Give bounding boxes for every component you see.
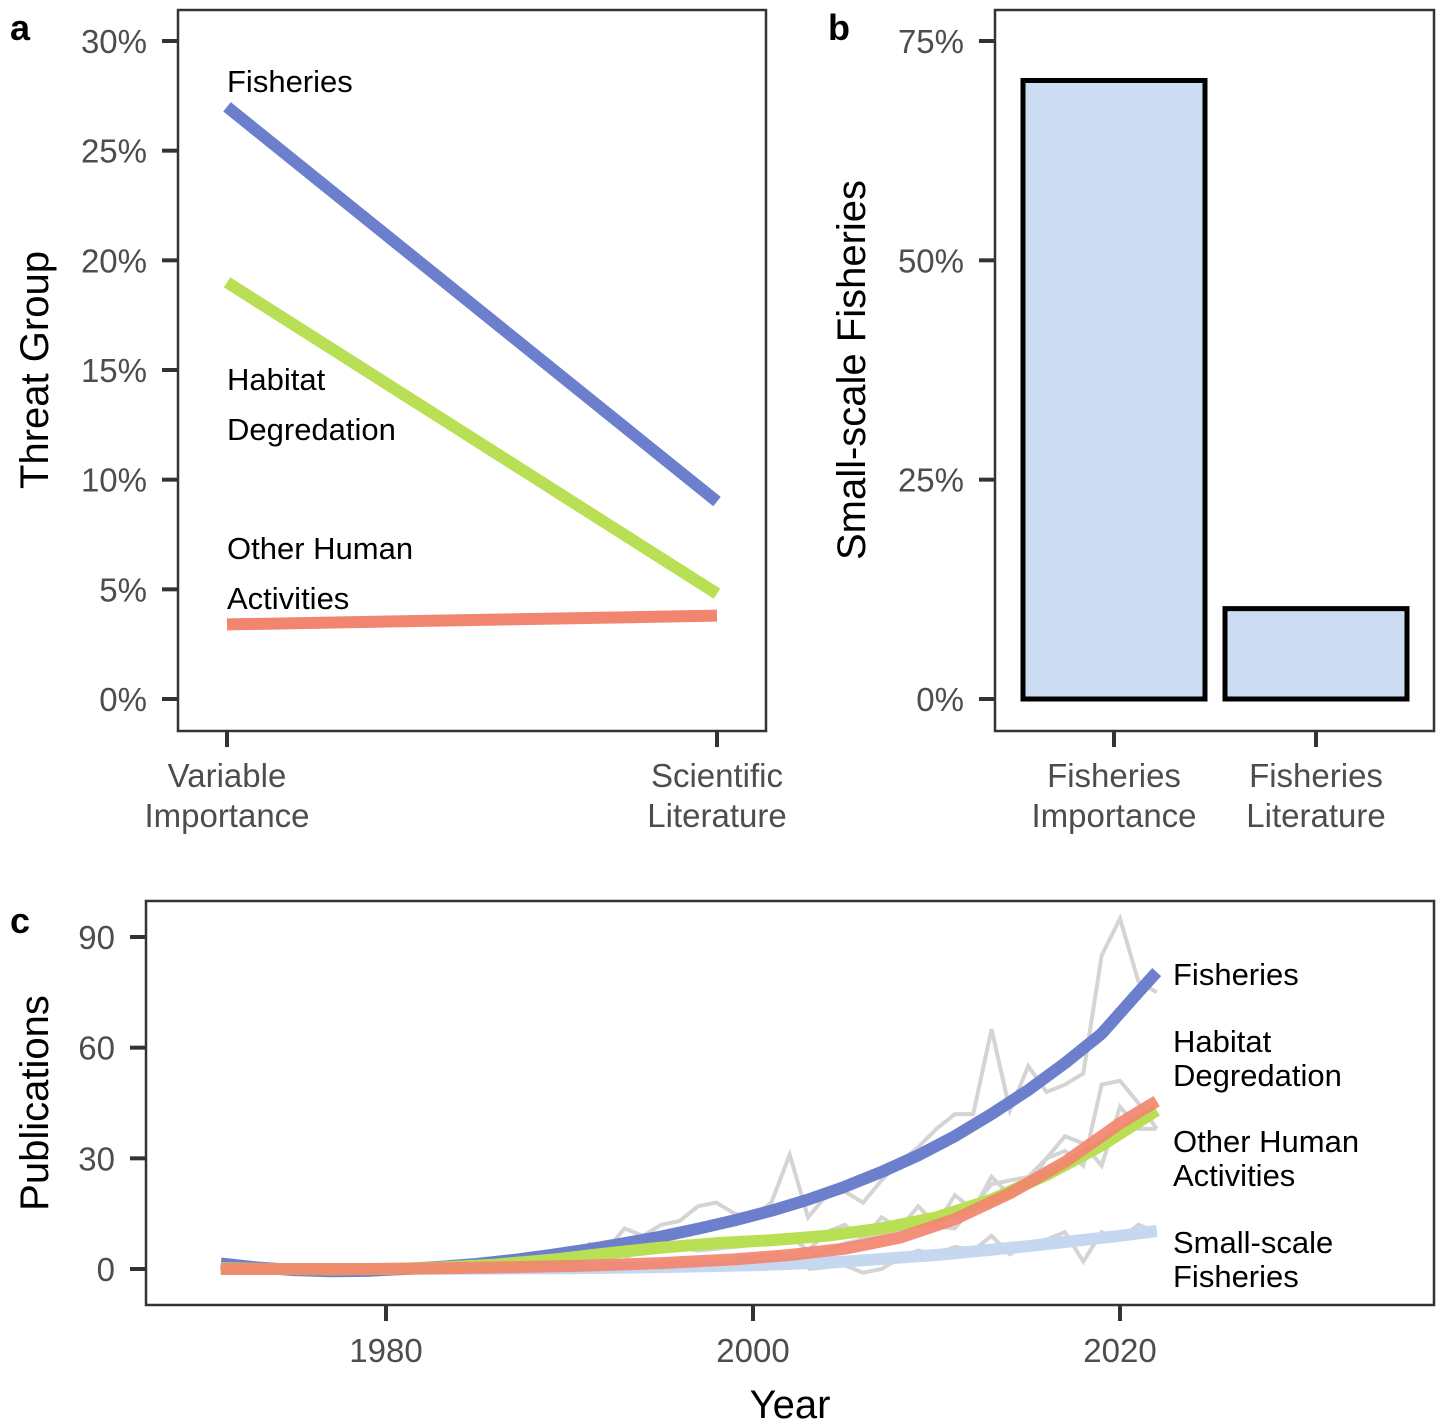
panel-c-y-tick-label: 90: [78, 919, 115, 956]
panel-a-label-other-human-activities: Other Human Activities: [227, 531, 413, 616]
panel-a-line-habitat-degredation: [223, 277, 721, 599]
panel-a-line-fisheries: [223, 102, 721, 507]
panel-a-y-axis-title: Threat Group: [13, 251, 57, 489]
panel-letter-b: b: [828, 7, 850, 48]
panel-c-x-tick-label: 2000: [716, 1332, 789, 1369]
panel-a-y-tick-label: 25%: [81, 133, 147, 170]
panel-b-y-tick-label: 25%: [898, 462, 964, 499]
panel-a-x-tick-label: Variable Importance: [144, 757, 309, 834]
panel-a-y-tick-label: 10%: [81, 462, 147, 499]
panel-c-label-other-human-activities: Other Human Activities: [1173, 1124, 1359, 1193]
panel-a-y-tick-label: 15%: [81, 352, 147, 389]
panel-b-frame: [993, 8, 1436, 733]
panel-c-line-other-human-activities: [220, 1096, 1160, 1275]
panel-c-y-tick-label: 60: [78, 1030, 115, 1067]
panel-c-x-tick-label: 2020: [1083, 1332, 1156, 1369]
panel-c-label-small-scale-fisheries: Small-scale Fisheries: [1173, 1225, 1333, 1294]
panel-b-y-tick-label: 0%: [916, 681, 964, 718]
panel-c-label-habitat-degredation: Habitat Degredation: [1173, 1024, 1342, 1093]
panel-b-y-tick-label: 75%: [898, 23, 964, 60]
panel-c-label-fisheries: Fisheries: [1173, 957, 1299, 992]
panel-c-y-tick-label: 30: [78, 1140, 115, 1177]
panel-b-bar-fisheries-literature: [1222, 606, 1410, 702]
panel-a-y-tick-label: 0%: [99, 681, 147, 718]
panel-c-x-axis-title: Year: [750, 1383, 831, 1427]
panel-b-y-axis-title: Small-scale Fisheries: [830, 180, 874, 560]
panel-b-chart: Small-scale Fisheries 0% 25% 50% 75% Fisheri…: [830, 8, 1436, 834]
panel-a-y-tick-label: 30%: [81, 23, 147, 60]
panel-a-y-tick-label: 20%: [81, 242, 147, 279]
panel-letter-c: c: [10, 900, 30, 941]
panel-c-raw-fisheries: [587, 913, 1158, 1253]
panel-a-chart: Threat Group 0% 5% 10% 15% 20% 25% 30% Variable…: [13, 8, 787, 834]
panel-a-label-habitat-degredation: Habitat Degredation: [227, 362, 396, 447]
panel-c-y-tick-label: 0: [97, 1251, 115, 1288]
panel-c-frame: [144, 899, 1436, 1307]
panel-letter-a: a: [10, 7, 31, 48]
panel-b-x-tick-label: Fisheries Literature: [1246, 757, 1385, 834]
panel-c-y-axis-title: Publications: [13, 995, 57, 1211]
panel-b-bar-fisheries-importance: [1020, 77, 1208, 702]
panel-a-line-other-human-activities: [226, 609, 718, 631]
panel-a-x-tick-label: Scientific Literature: [647, 757, 786, 834]
panel-c-chart: Publications Year 0 30 60 90 1980 2000 2020 Fis…: [13, 899, 1436, 1427]
panel-a-label-fisheries: Fisheries: [227, 64, 353, 99]
panel-b-x-tick-label: Fisheries Importance: [1031, 757, 1196, 834]
panel-b-y-tick-label: 50%: [898, 242, 964, 279]
panel-c-x-tick-label: 1980: [349, 1332, 422, 1369]
panel-a-y-tick-label: 5%: [99, 571, 147, 608]
panel-c-line-fisheries: [220, 968, 1162, 1278]
